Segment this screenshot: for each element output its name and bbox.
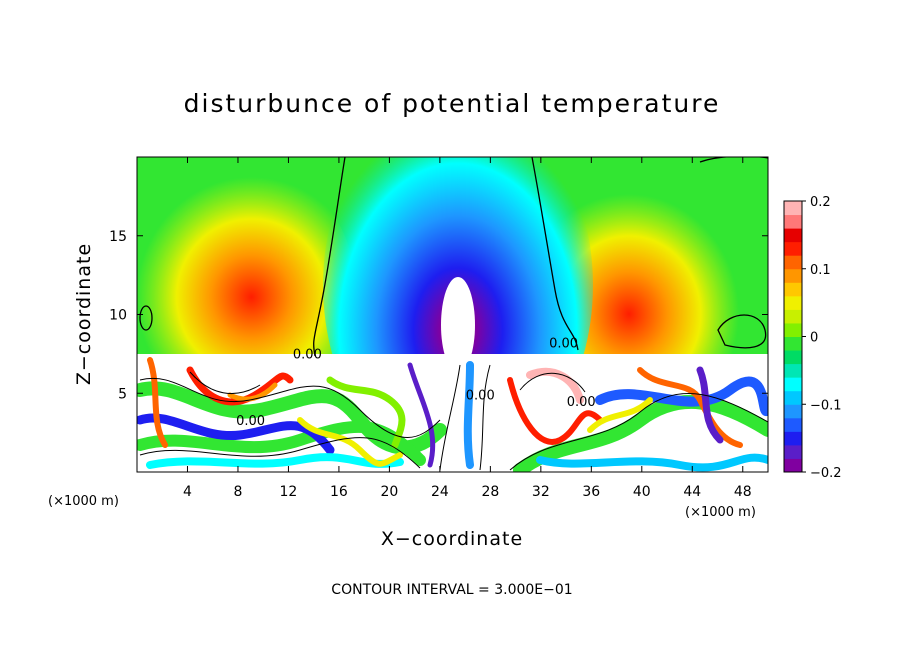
contour-label: 0.00 — [236, 414, 265, 429]
x-tick-label: 16 — [330, 484, 348, 500]
patch-red-1 — [186, 366, 294, 406]
colorbar-segment — [784, 201, 802, 216]
contour-lower-7 — [479, 364, 491, 471]
x-tick-label: 36 — [582, 484, 600, 500]
patch-red-4 — [637, 367, 743, 448]
patch-blue-2 — [595, 376, 768, 417]
patch-red-2 — [147, 357, 168, 448]
warm-anomaly-left — [137, 165, 355, 405]
inversion-band — [137, 354, 768, 359]
colorbar-segment — [784, 336, 802, 351]
contour-labels: 0.00 0.00 0.00 0.00 0.00 — [236, 337, 596, 429]
patch-lime-1 — [326, 376, 406, 449]
x-tick-label: 40 — [633, 484, 651, 500]
cold-core-white — [441, 277, 475, 373]
y-tick-label: 15 — [109, 229, 127, 245]
contour-lower-3 — [509, 393, 768, 471]
x-tick-label: 24 — [431, 484, 449, 500]
colorbar-segment — [784, 350, 802, 365]
colorbar-segment — [784, 241, 802, 256]
x-tick-label: 48 — [734, 484, 752, 500]
x-axis-unit-label: (×1000 m) — [685, 505, 756, 520]
y-axis-label: Z−coordinate — [73, 243, 95, 385]
patch-cyan-2 — [536, 453, 768, 472]
contour-lower-2 — [139, 437, 421, 469]
x-tick-label: 12 — [280, 484, 298, 500]
patch-pink-1 — [526, 367, 584, 404]
turbulent-layer — [137, 357, 768, 472]
colorbar-segment — [784, 268, 802, 283]
y-axis: 5 10 15 — [109, 229, 768, 402]
y-tick-label: 5 — [118, 386, 127, 402]
contour-interval-note: CONTOUR INTERVAL = 3.000E−01 — [331, 582, 572, 598]
colorbar-segment — [784, 322, 802, 337]
zero-contours — [139, 157, 768, 357]
x-tick-label: 20 — [380, 484, 398, 500]
contour-lower-1 — [139, 377, 441, 438]
turbulent-contours — [139, 364, 768, 471]
contour-label: 0.00 — [466, 389, 495, 404]
colorbar-segment — [784, 228, 802, 243]
zero-contour-island-right — [717, 314, 767, 349]
x-tick-label: 4 — [183, 484, 192, 500]
contour-lower-6 — [439, 364, 461, 471]
contour-lower-5 — [189, 371, 261, 395]
plot-area — [137, 157, 768, 472]
colorbar-segment — [784, 390, 802, 405]
zero-contour-island-left — [139, 305, 153, 331]
patch-purple-1 — [696, 366, 724, 444]
patch-cyan-1 — [146, 453, 404, 469]
patch-green-3 — [513, 394, 768, 472]
colorbar-segment — [784, 458, 802, 473]
colorbar-segment — [784, 309, 802, 324]
colorbar: 0.2 0.1 0 −0.1 −0.2 — [783, 195, 842, 481]
colorbar-segment — [784, 404, 802, 419]
colorbar-tick-label: 0 — [810, 331, 818, 346]
turbulent-patches — [137, 357, 768, 472]
patch-blue-3 — [463, 361, 474, 469]
chart-title: disturbunce of potential temperature — [184, 89, 721, 118]
colorbar-segment — [784, 282, 802, 297]
contour-lower-4 — [519, 372, 586, 393]
x-tick-label: 8 — [233, 484, 242, 500]
colorbar-tick-label: 0.2 — [810, 195, 831, 210]
colorbar-segment — [784, 363, 802, 378]
x-axis: 4 8 12 16 20 24 28 32 36 40 44 48 — [183, 157, 752, 500]
x-tick-label: 28 — [481, 484, 499, 500]
zero-contour-right — [531, 157, 579, 351]
patch-orange-1 — [227, 382, 278, 402]
patch-blue-1 — [137, 413, 335, 455]
x-axis-label: X−coordinate — [381, 528, 523, 550]
colorbar-segment — [784, 417, 802, 432]
y-tick-label: 10 — [109, 308, 127, 324]
zero-contour-left — [313, 157, 346, 357]
x-tick-label: 44 — [683, 484, 701, 500]
contour-label: 0.00 — [549, 337, 578, 352]
colorbar-segment — [784, 214, 802, 229]
patch-green-2 — [137, 420, 426, 466]
colorbar-tick-label: 0.1 — [810, 263, 831, 278]
colorbar-tick-label: −0.2 — [810, 466, 842, 481]
y-axis-unit-label: (×1000 m) — [48, 494, 119, 509]
contour-label: 0.00 — [293, 348, 322, 363]
colorbar-segment — [784, 295, 802, 310]
patch-purple-2 — [407, 362, 436, 468]
colorbar-segment — [784, 255, 802, 270]
colorbar-segment — [784, 431, 802, 446]
patch-yellow-1 — [297, 417, 403, 467]
contour-label: 0.00 — [567, 395, 596, 410]
patch-red-3 — [507, 377, 603, 445]
colorbar-segment — [784, 444, 802, 459]
x-tick-label: 32 — [532, 484, 550, 500]
patch-yellow-2 — [587, 397, 653, 433]
colorbar-tick-label: −0.1 — [810, 398, 842, 413]
colorbar-segment — [784, 377, 802, 392]
